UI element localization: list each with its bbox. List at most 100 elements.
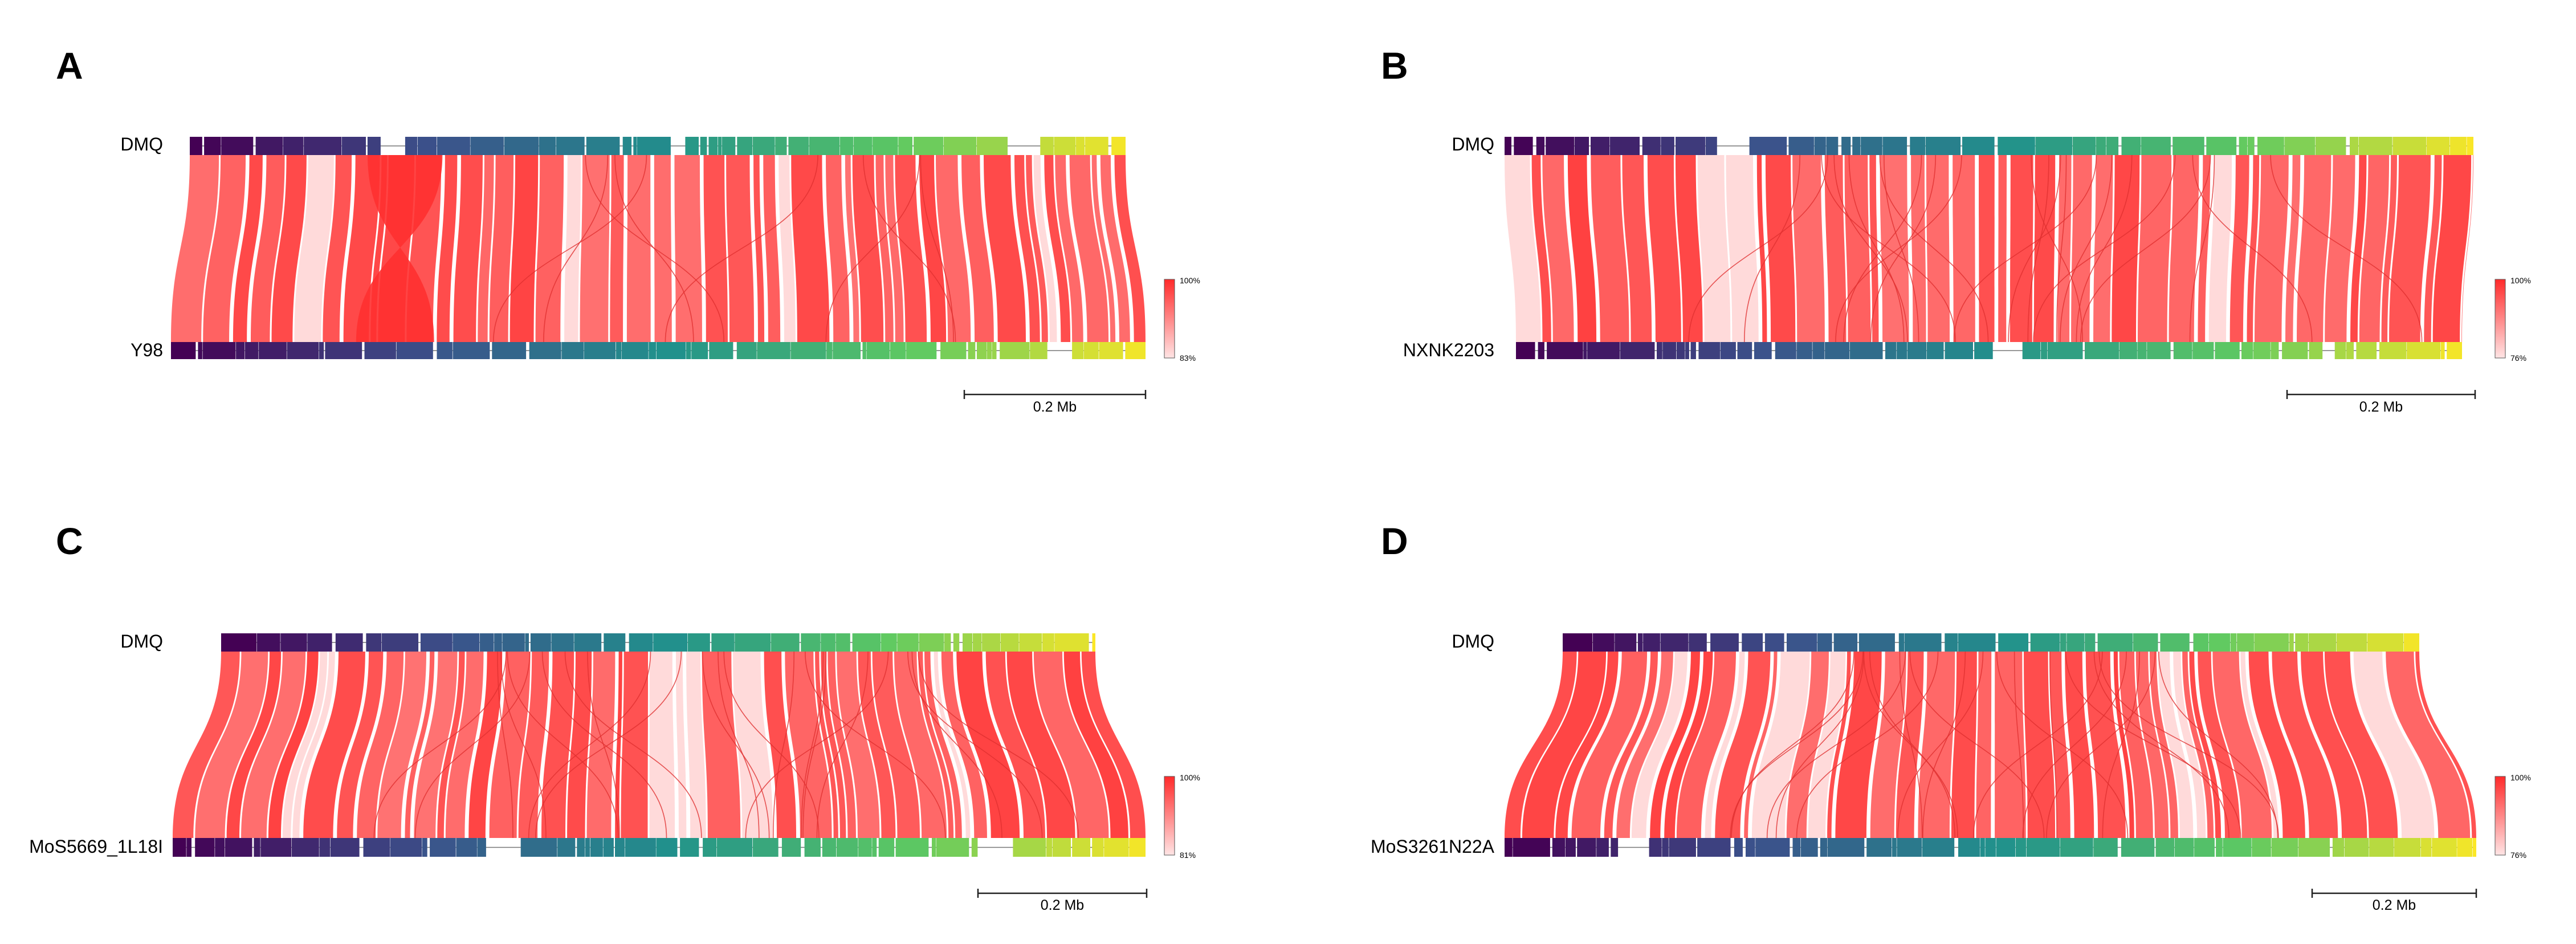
alignment-block [878,838,895,857]
alignment-block [477,838,486,857]
alignment-block [1922,838,1955,857]
synteny-ribbon [1979,155,1995,342]
synteny-ribbon [1751,652,1810,838]
alignment-block [1734,838,1743,857]
alignment-block [561,342,584,359]
alignment-block [1566,838,1576,857]
alignment-block [735,633,771,652]
alignment-block [1643,633,1660,652]
alignment-block [1536,137,1545,155]
alignment-block [364,342,396,359]
synteny-ribbon [241,652,306,838]
crossing-link [2060,154,2113,343]
synteny-ribbon [1033,652,1109,838]
alignment-block [1046,838,1053,857]
alignment-block [1514,137,1533,155]
crossing-link [745,651,889,839]
reference-genome-label: DMQ [1452,631,1494,652]
query-chromosome-track [1505,838,2476,857]
alignment-block [1505,137,1511,155]
alignment-block [1546,137,1575,155]
alignment-block [2450,137,2467,155]
crossing-link [2031,154,2083,343]
alignment-block [976,137,1008,155]
identity-color-bar [2495,279,2506,359]
alignment-block [525,633,529,652]
identity-min-label: 76% [2510,353,2526,363]
alignment-block [2404,633,2419,652]
synteny-ribbon [918,652,954,838]
alignment-block [801,633,821,652]
alignment-block [804,838,821,857]
synteny-ribbon [1006,652,1075,838]
alignment-block [2271,342,2279,359]
alignment-block [615,838,625,857]
synteny-ribbon [2208,155,2232,342]
synteny-ribbon [674,155,703,342]
panel-letter: C [56,520,83,562]
synteny-ribbon [1616,652,1673,838]
alignment-block [551,633,574,652]
alignment-block [1737,342,1752,359]
alignment-block [283,137,304,155]
synteny-ribbon [1824,155,1847,342]
alignment-block [775,137,787,155]
crossing-link [723,651,820,839]
crossing-link [1766,651,1906,839]
alignment-block [2093,838,2118,857]
synteny-ribbon [941,652,987,838]
crossing-link [911,651,1002,839]
alignment-block [2472,838,2476,857]
alignment-block [2421,838,2432,857]
alignment-block [1661,137,1674,155]
synteny-ribbon [733,652,773,838]
synteny-ribbon [489,155,514,342]
alignment-block [453,342,490,359]
alignment-block [862,342,866,359]
alignment-block [556,137,585,155]
alignment-block [1092,633,1095,652]
synteny-ribbon [2189,652,2222,838]
alignment-block [649,342,656,359]
alignment-block [1852,137,1861,155]
synteny-ribbon [1827,652,1851,838]
alignment-block [2030,633,2060,652]
crossing-link [2056,154,2067,343]
synteny-ribbon [2198,155,2211,342]
synteny-ribbon [1055,155,1083,342]
synteny-ribbon [675,652,687,838]
alignment-block [1111,137,1126,155]
identity-legend: 100% 76% [2495,276,2531,363]
alignment-block [2060,633,2066,652]
synteny-ribbon [1033,155,1057,342]
alignment-block [256,633,280,652]
alignment-block [873,137,898,155]
alignment-block [186,838,191,857]
crossing-link [2049,651,2057,839]
alignment-block [492,342,527,359]
crossing-link [528,651,651,839]
alignment-block [1764,633,1784,652]
synteny-ribbon [1765,155,1796,342]
alignment-block [1710,633,1739,652]
alignment-block [2060,838,2093,857]
alignment-block [225,838,252,857]
synteny-ribbon [1044,155,1071,342]
alignment-block [686,342,691,359]
synteny-ribbon [2386,652,2471,838]
alignment-block [363,838,390,857]
alignment-block [2192,342,2214,359]
alignment-block [982,633,1001,652]
alignment-block [2295,633,2309,652]
alignment-block [1775,342,1796,359]
identity-max-label: 100% [2510,773,2531,782]
synteny-ribbon [437,155,458,342]
crossing-link [1833,154,1908,343]
alignment-block [1125,342,1146,359]
alignment-block [1587,342,1620,359]
alignment-block [2346,342,2354,359]
synteny-ribbon [292,652,335,838]
query-chromosome-track [1516,342,2462,359]
synteny-ribbon [2359,155,2390,342]
alignment-block [656,342,686,359]
